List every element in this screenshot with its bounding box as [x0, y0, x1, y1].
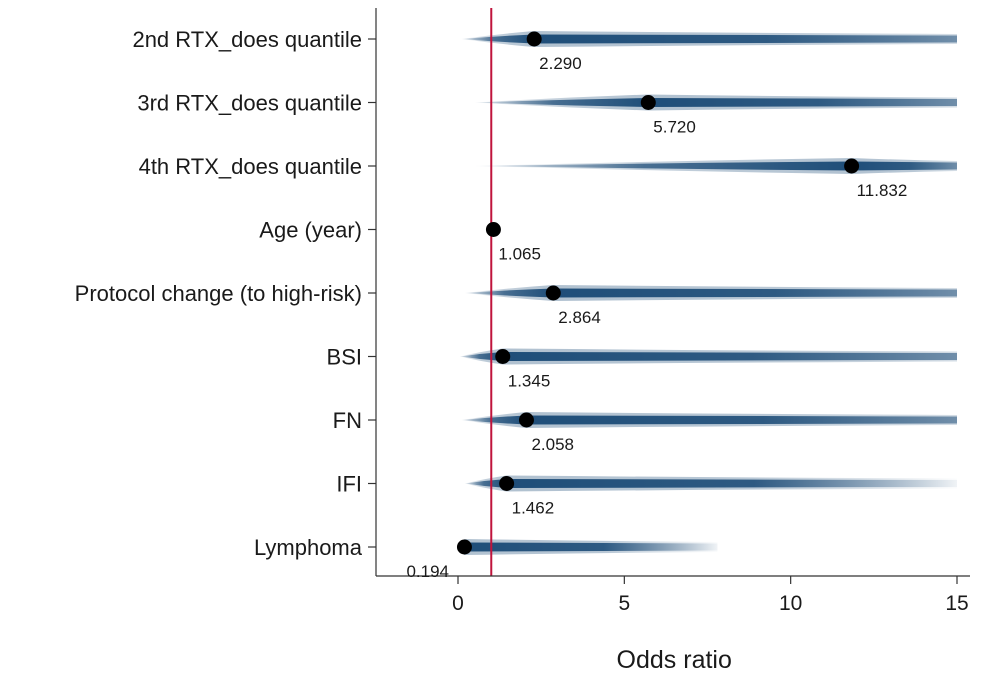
y-tick-label: Lymphoma: [254, 535, 363, 560]
x-tick-label: 0: [452, 592, 464, 615]
y-tick-label: IFI: [336, 472, 362, 497]
data-label: 2.058: [531, 435, 574, 454]
estimate-point: [499, 476, 515, 491]
data-label: 1.065: [498, 245, 541, 264]
uncertainty-band: [474, 161, 957, 171]
point-group: 2.290 5.720 11.832 1.065 2.864 1.345 2.058 1.46…: [406, 31, 908, 581]
y-tick-label: 4th RTX_does quantile: [139, 154, 362, 179]
x-tick-label: 15: [945, 592, 968, 615]
y-tick-label: BSI: [327, 345, 362, 370]
estimate-point: [545, 285, 561, 301]
x-axis-title: Odds ratio: [617, 646, 732, 674]
uncertainty-band: [459, 352, 957, 361]
data-label: 0.194: [406, 562, 449, 581]
y-tick-label: Protocol change (to high-risk): [75, 281, 362, 306]
y-tick-label: 2nd RTX_does quantile: [132, 27, 362, 52]
uncertainty-band: [458, 542, 718, 552]
estimate-point: [844, 158, 860, 174]
data-label: 5.720: [653, 118, 696, 137]
estimate-point: [495, 349, 511, 364]
data-label: 11.832: [857, 181, 908, 200]
y-tick-label: Age (year): [259, 218, 362, 243]
y-tick-label: FN: [333, 408, 362, 433]
estimate-point: [456, 539, 472, 555]
uncertainty-band: [464, 479, 957, 488]
estimate-point: [518, 412, 534, 428]
estimate-point: [485, 222, 501, 237]
estimate-point: [640, 95, 656, 110]
x-tick-label: 10: [779, 592, 802, 615]
estimate-point: [526, 31, 542, 47]
x-tick-label: 5: [618, 592, 630, 615]
y-tick-label: 3rd RTX_does quantile: [137, 91, 362, 116]
uncertainty-band: [461, 415, 957, 425]
band-group: [458, 31, 957, 555]
uncertainty-band: [474, 98, 957, 107]
uncertainty-band: [464, 288, 957, 298]
data-label: 2.864: [558, 308, 601, 327]
data-label: 1.345: [508, 372, 551, 391]
x-tick-group: 0 5 10 15: [452, 576, 969, 615]
data-label: 1.462: [512, 499, 555, 518]
y-tick-group: 2nd RTX_does quantile 3rd RTX_does quanti…: [75, 27, 376, 560]
uncertainty-band: [461, 34, 957, 44]
data-label: 2.290: [539, 54, 582, 73]
